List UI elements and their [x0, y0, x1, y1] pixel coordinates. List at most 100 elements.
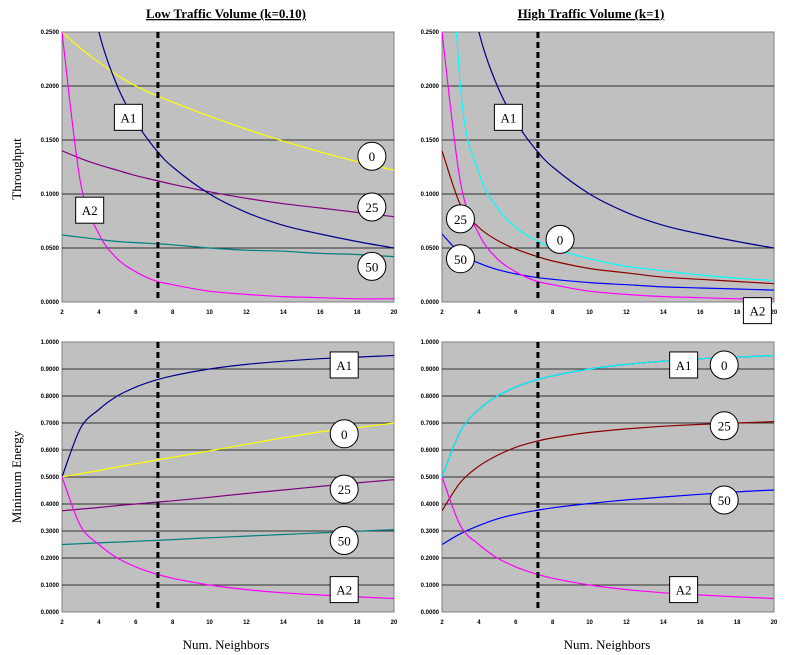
- y-tick-label: 0.5000: [41, 475, 60, 481]
- high-throughput-plot-area: [441, 31, 775, 303]
- x-tick-label: 14: [280, 620, 287, 626]
- series-label-circle: [357, 251, 387, 281]
- y-tick-label: 0.4000: [41, 502, 60, 508]
- series-label-circle: [357, 141, 387, 171]
- series-label-circle: [445, 204, 475, 234]
- x-tick-label: 2: [60, 620, 64, 626]
- x-tick-label: 6: [134, 620, 138, 626]
- series-label-A2: A2: [336, 583, 352, 598]
- series-label-circle: [545, 224, 575, 254]
- series-label-circle: [329, 474, 359, 504]
- y-tick-label: 0.0500: [421, 246, 440, 252]
- y-tick-label: 0.2000: [41, 84, 60, 90]
- x-tick-label: 4: [477, 620, 481, 626]
- x-tick-label: 8: [551, 620, 555, 626]
- x-tick-label: 8: [171, 310, 175, 316]
- x-tick-label: 2: [440, 620, 444, 626]
- y-tick-label: 0.0000: [41, 610, 60, 616]
- y-tick-label: 0.8000: [421, 394, 440, 400]
- x-tick-label: 20: [391, 620, 398, 626]
- series-line-A2: [442, 476, 774, 600]
- series-label-50: 50: [718, 493, 731, 508]
- series-label-A2: A2: [676, 583, 692, 598]
- y-tick-label: 1.0000: [421, 340, 440, 346]
- x-tick-label: 10: [206, 310, 213, 316]
- series-label-A1: A1: [676, 358, 692, 373]
- y-tick-label: 0.6000: [41, 448, 60, 454]
- series-label-50: 50: [365, 259, 378, 274]
- series-label-A1: A1: [500, 110, 516, 125]
- series-label-circle: [329, 419, 359, 449]
- series-label-A1: A1: [120, 110, 136, 125]
- y-tick-label: 0.2000: [421, 556, 440, 562]
- series-label-circle: [709, 350, 739, 380]
- x-tick-label: 14: [280, 310, 287, 316]
- series-label-circle: [709, 485, 739, 515]
- series-label-25: 25: [718, 419, 731, 434]
- series-line-25: [62, 150, 394, 218]
- y-tick-label: 0.2000: [421, 84, 440, 90]
- series-label-0: 0: [341, 427, 348, 442]
- series-label-50: 50: [338, 533, 351, 548]
- series-line-25: [442, 421, 774, 512]
- x-tick-label: 10: [586, 310, 593, 316]
- series-label-box: [329, 576, 359, 604]
- x-tick-label: 8: [551, 310, 555, 316]
- x-tick-label: 16: [697, 620, 704, 626]
- series-label-box: [329, 351, 359, 379]
- x-tick-label: 10: [586, 620, 593, 626]
- x-tick-label: 4: [97, 620, 101, 626]
- series-label-circle: [709, 411, 739, 441]
- series-label-box: [493, 103, 523, 131]
- series-line-A1: [62, 354, 394, 478]
- series-line-25: [442, 150, 774, 285]
- series-label-A2: A2: [749, 304, 765, 319]
- high-energy-panel: 0.0000 0.1000 0.2000 0.3000 0.4000 0.5000 0.60…: [421, 340, 778, 626]
- y-tick-label: 0.1500: [41, 138, 60, 144]
- x-tick-label: 18: [734, 310, 741, 316]
- y-tick-label: 0.3000: [421, 529, 440, 535]
- y-tick-label: 0.2000: [41, 556, 60, 562]
- y-tick-label: 0.1000: [421, 192, 440, 198]
- series-label-circle: [445, 244, 475, 274]
- series-label-0: 0: [557, 232, 564, 247]
- y-tick-label: 0.9000: [41, 367, 60, 373]
- y-tick-label: 0.4000: [421, 502, 440, 508]
- series-line-0: [442, 354, 774, 478]
- series-label-25: 25: [365, 200, 378, 215]
- x-tick-label: 20: [771, 310, 778, 316]
- x-tick-label: 6: [514, 620, 518, 626]
- y-tick-label: 0.9000: [421, 367, 440, 373]
- x-tick-label: 18: [354, 310, 361, 316]
- y-tick-label: 0.1000: [41, 583, 60, 589]
- y-tick-label: 0.5000: [421, 475, 440, 481]
- y-tick-label: 0.7000: [421, 421, 440, 427]
- series-label-0: 0: [721, 358, 728, 373]
- x-tick-label: 4: [477, 310, 481, 316]
- series-line-50: [62, 234, 394, 258]
- series-line-A2: [62, 476, 394, 600]
- y-tick-label: 0.3000: [41, 529, 60, 535]
- series-label-circle: [357, 192, 387, 222]
- series-label-A1: A1: [336, 358, 352, 373]
- x-tick-label: 12: [623, 620, 630, 626]
- series-label-box: [669, 576, 699, 604]
- y-tick-label: 0.0000: [41, 300, 60, 306]
- series-label-box: [75, 196, 105, 224]
- series-line-0: [62, 422, 394, 478]
- x-tick-label: 6: [134, 310, 138, 316]
- series-line-A1: [478, 32, 774, 249]
- x-tick-label: 2: [60, 310, 64, 316]
- x-tick-label: 20: [771, 620, 778, 626]
- x-tick-label: 10: [206, 620, 213, 626]
- xlabel-left: Num. Neighbors: [183, 637, 270, 652]
- ylabel-energy: Minimum Energy: [9, 430, 24, 523]
- series-line-A1: [98, 32, 394, 249]
- y-tick-label: 0.7000: [41, 421, 60, 427]
- x-tick-label: 18: [354, 620, 361, 626]
- y-tick-label: 0.2500: [41, 30, 60, 36]
- x-tick-label: 14: [660, 620, 667, 626]
- series-line-0: [62, 32, 394, 171]
- series-label-box: [113, 103, 143, 131]
